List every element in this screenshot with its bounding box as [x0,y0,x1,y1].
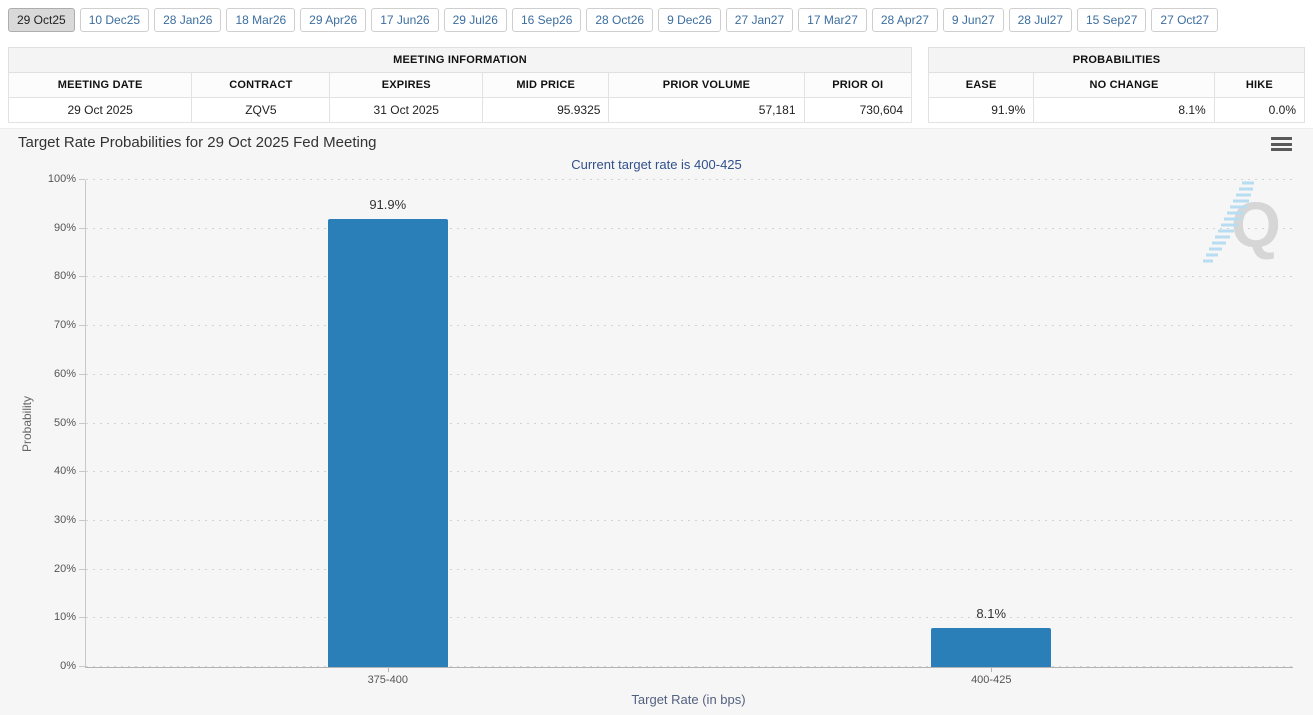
plot-area: 0% 10% 20% 30% 40% 50% 60% 70% 80% 90% 100% 91.9% 37… [48,173,1293,686]
y-tick-label: 30% [53,513,76,526]
hike-value: 0.0% [1213,97,1306,123]
y-gridline [86,617,1293,619]
bar-400-425[interactable] [931,627,1052,667]
meeting-tab-15-sep27[interactable]: 15 Sep27 [1077,8,1147,32]
y-gridline [86,471,1293,473]
y-tick-mark [79,519,85,521]
prior-oi-value: 730,604 [803,97,912,123]
meeting-tab-28-apr27[interactable]: 28 Apr27 [871,8,938,32]
chart-area: Target Rate Probabilities for 29 Oct 202… [0,128,1313,715]
y-tick-mark [79,179,85,180]
x-tick-label: 400-425 [971,674,1012,686]
bar-value-label: 91.9% [369,197,407,213]
probabilities-title: PROBABILITIES [928,47,1305,73]
y-tick-label: 40% [53,465,76,478]
meeting-tab-28-jul27[interactable]: 28 Jul27 [1008,8,1072,32]
y-tick-label: 90% [53,221,76,234]
x-tick-mark [387,667,389,672]
y-tick-mark [79,276,85,278]
y-gridline [86,666,1293,667]
meeting-tab-9-jun27[interactable]: 9 Jun27 [942,8,1004,32]
meeting-info-value-row: 29 Oct 2025 ZQV5 31 Oct 2025 95.9325 57,181 7… [7,97,912,123]
y-tick-label: 50% [53,416,76,429]
meeting-tab-17-mar27[interactable]: 17 Mar27 [798,8,867,32]
y-tick-label: 100% [47,173,76,185]
meeting-tab-27-jan27[interactable]: 27 Jan27 [725,8,794,32]
y-tick-mark [79,422,85,424]
meeting-tab-9-dec26[interactable]: 9 Dec26 [658,8,721,32]
bar-value-label: 8.1% [976,605,1007,621]
y-tick-label: 60% [53,367,76,380]
no-change-header: NO CHANGE [1033,72,1215,98]
y-gridline [86,325,1293,327]
bar-375-400[interactable] [327,219,448,667]
y-gridline [86,373,1293,375]
x-axis-title: Target Rate (in bps) [631,692,746,707]
contract-header: CONTRACT [191,72,331,98]
y-tick-mark [79,471,85,473]
probabilities-value-row: 91.9% 8.1% 0.0% [927,97,1306,123]
y-gridline [86,568,1293,570]
y-tick-mark [79,617,85,619]
meeting-info-header-row: MEETING DATE CONTRACT EXPIRES MID PRICE PRIO… [7,72,912,98]
y-tick-mark [79,373,85,375]
prior-oi-header: PRIOR OI [803,72,912,98]
x-tick-mark [991,667,993,672]
x-tick-label: 375-400 [367,674,408,686]
prior-volume-header: PRIOR VOLUME [608,72,805,98]
meeting-tab-17-jun26[interactable]: 17 Jun26 [371,8,439,32]
y-tick-mark [79,666,85,667]
contract-value: ZQV5 [191,97,331,123]
y-tick-mark [79,325,85,327]
y-gridline [86,276,1293,278]
hamburger-menu-icon[interactable] [1271,137,1292,154]
expires-header: EXPIRES [329,72,484,98]
meeting-date-value: 29 Oct 2025 [7,97,193,123]
y-tick-label: 10% [53,611,76,624]
info-tables-row: MEETING INFORMATION MEETING DATE CONTRACT… [0,47,1313,123]
prior-volume-value: 57,181 [608,97,805,123]
meeting-tab-bar: 29 Oct25 10 Dec25 28 Jan26 18 Mar26 29 Apr26… [0,0,1313,32]
chart-subtitle: Current target rate is 400-425 [571,157,742,172]
meeting-tab-29-jul26[interactable]: 29 Jul26 [443,8,507,32]
y-tick-label: 80% [53,270,76,283]
y-gridline [86,422,1293,424]
y-tick-label: 70% [53,319,76,332]
meeting-tab-27-oct27[interactable]: 27 Oct27 [1151,8,1219,32]
meeting-tab-10-dec25[interactable]: 10 Dec25 [79,8,150,32]
expires-value: 31 Oct 2025 [329,97,484,123]
probabilities-table: PROBABILITIES EASE NO CHANGE HIKE 91.9% 8.1… [927,47,1306,123]
meeting-tab-29-oct25[interactable]: 29 Oct25 [8,8,75,32]
ease-header: EASE [927,72,1035,98]
y-tick-label: 0% [60,660,76,672]
meeting-tab-29-apr26[interactable]: 29 Apr26 [300,8,367,32]
y-tick-mark [79,568,85,570]
meeting-tab-18-mar26[interactable]: 18 Mar26 [226,8,296,32]
quikstrike-watermark-icon: Q [1197,181,1289,265]
meeting-date-header: MEETING DATE [7,72,193,98]
mid-price-header: MID PRICE [482,72,610,98]
y-tick-label: 20% [53,562,76,575]
y-tick-mark [79,227,85,229]
meeting-tab-28-oct26[interactable]: 28 Oct26 [586,8,654,32]
meeting-info-table: MEETING INFORMATION MEETING DATE CONTRACT… [7,47,912,123]
hike-header: HIKE [1213,72,1306,98]
chart-title: Target Rate Probabilities for 29 Oct 202… [18,134,377,151]
meeting-tab-28-jan26[interactable]: 28 Jan26 [154,8,222,32]
meeting-info-title: MEETING INFORMATION [8,47,912,73]
mid-price-value: 95.9325 [482,97,610,123]
y-gridline [86,179,1293,180]
no-change-value: 8.1% [1033,97,1215,123]
meeting-tab-16-sep26[interactable]: 16 Sep26 [511,8,582,32]
probabilities-header-row: EASE NO CHANGE HIKE [927,72,1306,98]
y-gridline [86,519,1293,521]
y-gridline [86,227,1293,229]
ease-value: 91.9% [927,97,1035,123]
